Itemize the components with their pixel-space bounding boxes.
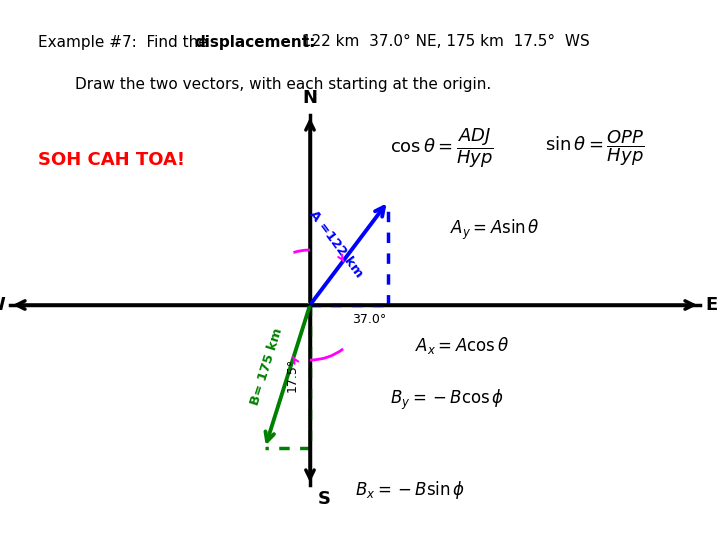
- Text: displacement:: displacement:: [194, 35, 315, 50]
- Text: $B_y = -B\cos\phi$: $B_y = -B\cos\phi$: [390, 388, 504, 412]
- Text: $B_x = -B\sin\phi$: $B_x = -B\sin\phi$: [355, 479, 465, 501]
- Text: Example #7:  Find the: Example #7: Find the: [38, 35, 212, 50]
- Text: 37.0°: 37.0°: [352, 313, 386, 326]
- Text: $\cos\theta = \dfrac{ADJ}{Hyp}$: $\cos\theta = \dfrac{ADJ}{Hyp}$: [390, 126, 494, 170]
- Text: Draw the two vectors, with each starting at the origin.: Draw the two vectors, with each starting…: [75, 78, 491, 92]
- Text: SOH CAH TOA!: SOH CAH TOA!: [38, 151, 185, 169]
- Text: $\sin\theta = \dfrac{OPP}{Hyp}$: $\sin\theta = \dfrac{OPP}{Hyp}$: [545, 128, 644, 168]
- Text: S: S: [318, 490, 331, 508]
- Text: $A_y = A\sin\theta$: $A_y = A\sin\theta$: [450, 218, 540, 242]
- Text: E: E: [705, 296, 717, 314]
- Text: $A_x = A\cos\theta$: $A_x = A\cos\theta$: [415, 334, 509, 355]
- Text: B= 175 km: B= 175 km: [248, 326, 284, 407]
- Text: N: N: [302, 89, 318, 107]
- Text: 122 km  37.0° NE, 175 km  17.5°  WS: 122 km 37.0° NE, 175 km 17.5° WS: [297, 35, 590, 50]
- Text: 17.5°: 17.5°: [286, 358, 299, 392]
- Text: A =122 km: A =122 km: [307, 208, 366, 280]
- Text: W: W: [0, 296, 5, 314]
